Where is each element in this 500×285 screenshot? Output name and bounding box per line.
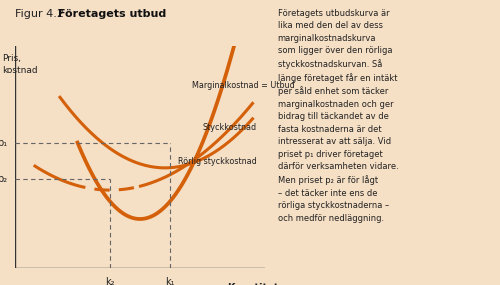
Text: p₁: p₁ bbox=[0, 139, 8, 148]
Text: Styckkostnad: Styckkostnad bbox=[202, 123, 256, 132]
Text: Företagets utbud: Företagets utbud bbox=[58, 9, 166, 19]
Text: k₁: k₁ bbox=[165, 277, 175, 285]
Text: Kvantitet: Kvantitet bbox=[227, 284, 278, 285]
Text: Marginalkostnad = Utbud: Marginalkostnad = Utbud bbox=[192, 81, 295, 90]
Text: Rörlig styckkostnad: Rörlig styckkostnad bbox=[178, 157, 256, 166]
Text: p₂: p₂ bbox=[0, 174, 8, 184]
Text: k₂: k₂ bbox=[105, 277, 115, 285]
Text: Pris,
kostnad: Pris, kostnad bbox=[2, 54, 38, 75]
Text: Figur 4.2: Figur 4.2 bbox=[15, 9, 71, 19]
Text: Företagets utbudskurva är
lika med den del av dess
marginalkostnadskurva
som lig: Företagets utbudskurva är lika med den d… bbox=[278, 9, 398, 223]
